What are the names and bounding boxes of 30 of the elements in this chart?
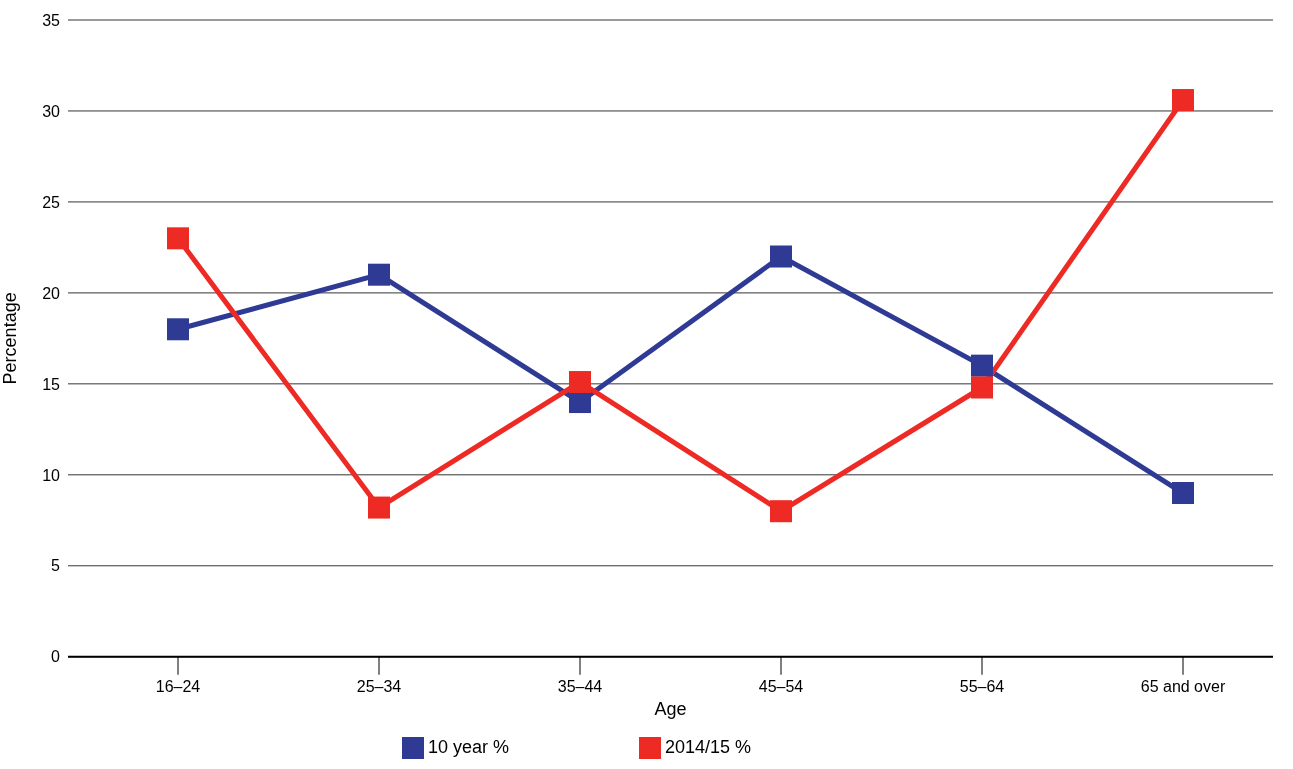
y-tick-label: 35 — [42, 11, 61, 29]
point — [1172, 89, 1194, 112]
point — [368, 263, 390, 286]
y-tick-label: 5 — [51, 557, 61, 575]
x-tick-label: 25–34 — [356, 678, 402, 696]
legend-label: 10 year % — [427, 736, 509, 757]
point — [167, 318, 189, 341]
y-tick-label: 15 — [42, 375, 61, 393]
point — [770, 500, 792, 523]
x-tick-label: 35–44 — [557, 678, 603, 696]
y-tick-label: 30 — [42, 102, 61, 120]
x-tick-label: 55–64 — [959, 678, 1005, 696]
x-tick-label: 16–24 — [155, 678, 201, 696]
point — [971, 354, 993, 377]
point — [1172, 482, 1194, 505]
x-tick-label: 65 and over — [1140, 678, 1226, 696]
point — [569, 371, 591, 394]
point — [971, 376, 993, 399]
y-tick-label: 25 — [42, 193, 61, 211]
legend-label: 2014/15 % — [664, 736, 752, 757]
point — [368, 496, 390, 519]
y-axis-title: Percentage — [0, 292, 21, 385]
x-axis-title: Age — [654, 698, 687, 719]
point — [167, 227, 189, 250]
y-tick-label: 20 — [42, 284, 61, 302]
x-tick-label: 45–54 — [758, 678, 804, 696]
point — [770, 245, 792, 268]
point — [569, 391, 591, 414]
y-tick-label: 0 — [51, 648, 61, 666]
y-tick-label: 10 — [42, 466, 61, 484]
